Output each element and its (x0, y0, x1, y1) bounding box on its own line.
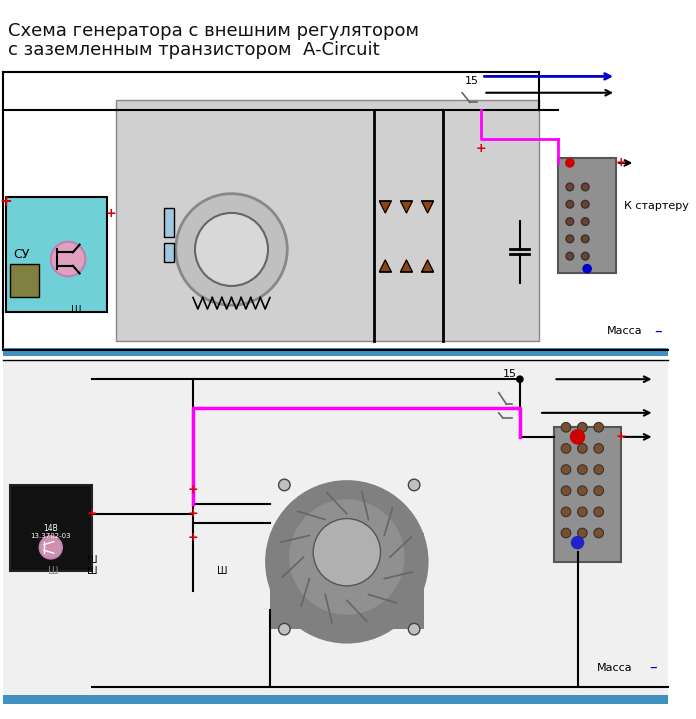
Circle shape (51, 242, 86, 276)
Circle shape (581, 218, 589, 225)
Text: с заземленным транзистором  A-Circuit: с заземленным транзистором A-Circuit (8, 41, 380, 59)
Text: +: + (615, 157, 626, 170)
Circle shape (175, 193, 287, 305)
Circle shape (39, 536, 63, 559)
Circle shape (409, 623, 420, 635)
Circle shape (313, 518, 381, 586)
Circle shape (581, 252, 589, 260)
Text: +: + (476, 142, 487, 155)
Bar (3, 695, 668, 704)
Circle shape (566, 183, 574, 191)
Text: Схема генератора с внешним регулятором: Схема генератора с внешним регулятором (8, 22, 420, 40)
Circle shape (578, 464, 587, 475)
Bar (3, 360, 668, 704)
Circle shape (578, 486, 587, 495)
Circle shape (578, 423, 587, 432)
Text: +: + (0, 194, 12, 209)
Polygon shape (379, 260, 391, 272)
Circle shape (583, 264, 592, 273)
Bar (10, 485, 92, 572)
Bar (553, 427, 621, 562)
Circle shape (594, 444, 603, 453)
Polygon shape (422, 201, 434, 213)
Text: 15: 15 (503, 370, 517, 380)
Bar (3, 349, 668, 356)
Text: Масса: Масса (596, 663, 633, 672)
Text: –: – (649, 660, 657, 675)
Polygon shape (422, 260, 434, 272)
Circle shape (594, 486, 603, 495)
Text: Ш: Ш (87, 567, 97, 577)
Circle shape (265, 480, 429, 644)
Circle shape (561, 464, 571, 475)
Text: +: + (188, 508, 198, 521)
Bar (164, 243, 174, 262)
Circle shape (566, 218, 574, 225)
Circle shape (566, 201, 574, 208)
Circle shape (561, 528, 571, 538)
Text: Масса: Масса (606, 326, 642, 336)
Circle shape (561, 486, 571, 495)
Bar (10, 264, 39, 298)
Polygon shape (401, 260, 412, 272)
Circle shape (561, 444, 571, 453)
Text: Ш: Ш (87, 555, 97, 565)
Text: +: + (615, 431, 626, 444)
Bar (164, 208, 174, 237)
Bar (3, 695, 668, 704)
Circle shape (561, 507, 571, 517)
Circle shape (516, 375, 523, 383)
Bar (116, 101, 539, 341)
Circle shape (570, 429, 585, 444)
Circle shape (578, 507, 587, 517)
Circle shape (578, 528, 587, 538)
Circle shape (594, 507, 603, 517)
Text: +: + (188, 483, 198, 496)
Text: 15: 15 (465, 76, 479, 86)
Circle shape (278, 479, 290, 490)
Bar (6, 196, 106, 312)
Polygon shape (379, 201, 391, 213)
Circle shape (566, 252, 574, 260)
Text: +: + (106, 207, 117, 220)
Text: Ш: Ш (216, 567, 227, 577)
Circle shape (289, 500, 404, 615)
Text: К стартеру: К стартеру (624, 201, 688, 211)
Circle shape (409, 479, 420, 490)
Polygon shape (401, 201, 412, 213)
Circle shape (566, 235, 574, 243)
Circle shape (278, 623, 290, 635)
Text: СУ: СУ (14, 248, 30, 261)
Text: +: + (87, 508, 97, 521)
Circle shape (581, 201, 589, 208)
Text: –: – (654, 324, 662, 339)
Bar (558, 158, 616, 273)
Circle shape (565, 158, 575, 168)
Bar (270, 533, 424, 629)
Circle shape (578, 444, 587, 453)
Circle shape (581, 235, 589, 243)
Text: 13.3702-03: 13.3702-03 (31, 533, 71, 539)
Circle shape (594, 423, 603, 432)
Text: Ш: Ш (49, 567, 59, 577)
Circle shape (561, 423, 571, 432)
Circle shape (581, 183, 589, 191)
Circle shape (571, 536, 584, 549)
Text: 14В: 14В (43, 523, 58, 533)
Text: Ш: Ш (70, 305, 81, 315)
Circle shape (594, 528, 603, 538)
Circle shape (594, 464, 603, 475)
Text: +: + (188, 531, 198, 544)
Circle shape (195, 213, 268, 286)
